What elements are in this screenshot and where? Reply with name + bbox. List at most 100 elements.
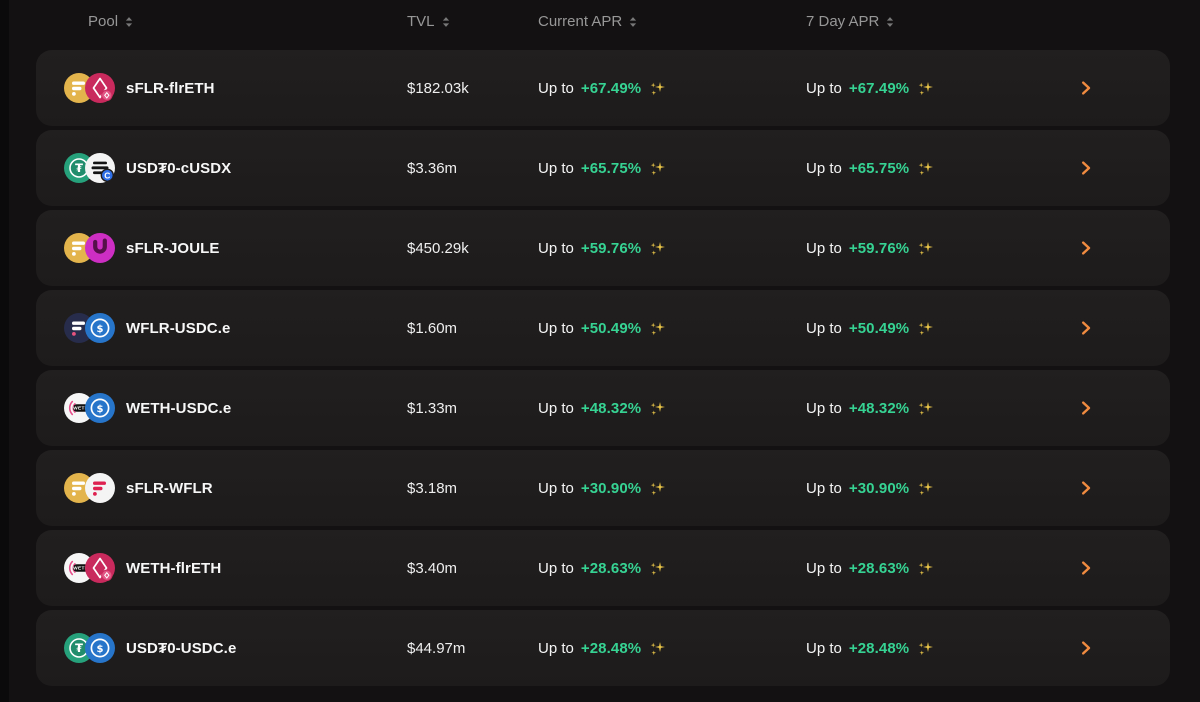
current-apr-value: +67.49% bbox=[580, 79, 642, 97]
token-pair-icons: $ bbox=[64, 313, 115, 343]
pool-pair-label: WETH-USDC.e bbox=[126, 399, 232, 417]
pool-row[interactable]: sFLR-WFLR $3.18m Up to +30.90% Up to +30… bbox=[36, 450, 1170, 526]
usdce-token-icon: $ bbox=[85, 633, 115, 663]
column-header-pool[interactable]: Pool bbox=[88, 13, 133, 30]
tvl-value: $3.40m bbox=[407, 559, 458, 577]
token-pair-icons: ₮ C bbox=[64, 153, 115, 183]
flreth-token-icon bbox=[85, 553, 115, 583]
current-apr-value: +28.63% bbox=[580, 559, 642, 577]
sparkle-icon bbox=[918, 481, 934, 495]
apr-prefix: Up to bbox=[538, 159, 574, 177]
tvl-value: $44.97m bbox=[407, 639, 466, 657]
apr-prefix: Up to bbox=[538, 319, 574, 337]
chevron-right-icon[interactable] bbox=[1078, 160, 1094, 176]
token-pair-icons bbox=[64, 73, 115, 103]
current-apr-value: +59.76% bbox=[580, 239, 642, 257]
current-apr-value: +65.75% bbox=[580, 159, 642, 177]
pool-pair-label: sFLR-JOULE bbox=[126, 239, 220, 257]
current-apr-value: +28.48% bbox=[580, 639, 642, 657]
apr-prefix: Up to bbox=[806, 399, 842, 417]
apr-prefix: Up to bbox=[538, 479, 574, 497]
token-pair-icons bbox=[64, 233, 115, 263]
seven-day-apr-value: +65.75% bbox=[848, 159, 910, 177]
pool-row[interactable]: sFLR-JOULE $450.29k Up to +59.76% Up to … bbox=[36, 210, 1170, 286]
column-header-label: 7 Day APR bbox=[806, 13, 880, 30]
apr-prefix: Up to bbox=[538, 79, 574, 97]
token-pair-icons bbox=[64, 473, 115, 503]
pool-pair-label: sFLR-flrETH bbox=[126, 79, 215, 97]
svg-text:₮: ₮ bbox=[75, 641, 83, 655]
pool-pair-label: USD₮0-USDC.e bbox=[126, 639, 237, 657]
chevron-right-icon[interactable] bbox=[1078, 320, 1094, 336]
sparkle-icon bbox=[650, 321, 666, 335]
column-header-label: Current APR bbox=[538, 13, 623, 30]
svg-text:$: $ bbox=[97, 644, 104, 655]
table-header-row: Pool TVL Current APR 7 Day APR bbox=[0, 0, 1200, 50]
pool-pair-label: USD₮0-cUSDX bbox=[126, 159, 232, 177]
svg-text:$: $ bbox=[97, 404, 104, 415]
apr-prefix: Up to bbox=[806, 239, 842, 257]
sparkle-icon bbox=[918, 161, 934, 175]
sparkle-icon bbox=[918, 401, 934, 415]
chevron-right-icon[interactable] bbox=[1078, 240, 1094, 256]
current-apr-value: +50.49% bbox=[580, 319, 642, 337]
svg-text:WETH: WETH bbox=[73, 406, 89, 412]
sort-arrows-icon bbox=[125, 16, 133, 27]
apr-prefix: Up to bbox=[806, 79, 842, 97]
token-pair-icons: WETH bbox=[64, 553, 115, 583]
chevron-right-icon[interactable] bbox=[1078, 640, 1094, 656]
seven-day-apr-value: +30.90% bbox=[848, 479, 910, 497]
table-body: sFLR-flrETH $182.03k Up to +67.49% Up to… bbox=[0, 50, 1200, 686]
sflr-token-icon bbox=[64, 473, 94, 503]
svg-text:C: C bbox=[104, 170, 110, 180]
sflr-token-icon bbox=[64, 73, 94, 103]
sparkle-icon bbox=[918, 321, 934, 335]
pool-pair-label: WFLR-USDC.e bbox=[126, 319, 231, 337]
column-header-label: Pool bbox=[88, 13, 119, 30]
token-pair-icons: WETH $ bbox=[64, 393, 115, 423]
pool-row[interactable]: $ WFLR-USDC.e $1.60m Up to +50.49% Up to… bbox=[36, 290, 1170, 366]
column-header-label: TVL bbox=[407, 13, 435, 30]
svg-text:₮: ₮ bbox=[75, 161, 83, 175]
sflr-token-icon bbox=[64, 233, 94, 263]
sparkle-icon bbox=[650, 161, 666, 175]
svg-text:$: $ bbox=[97, 324, 104, 335]
column-header-current-apr[interactable]: Current APR bbox=[538, 13, 637, 30]
apr-prefix: Up to bbox=[538, 239, 574, 257]
apr-prefix: Up to bbox=[538, 559, 574, 577]
chevron-right-icon[interactable] bbox=[1078, 80, 1094, 96]
pool-row[interactable]: sFLR-flrETH $182.03k Up to +67.49% Up to… bbox=[36, 50, 1170, 126]
tvl-value: $1.33m bbox=[407, 399, 458, 417]
current-apr-value: +30.90% bbox=[580, 479, 642, 497]
tvl-value: $3.18m bbox=[407, 479, 458, 497]
tvl-value: $450.29k bbox=[407, 239, 469, 257]
sparkle-icon bbox=[918, 81, 934, 95]
token-pair-icons: ₮ $ bbox=[64, 633, 115, 663]
sparkle-icon bbox=[650, 401, 666, 415]
chevron-right-icon[interactable] bbox=[1078, 480, 1094, 496]
sort-arrows-icon bbox=[887, 16, 894, 27]
pool-row[interactable]: WETH WETH-flrETH $3.40m Up to +28.63% Up… bbox=[36, 530, 1170, 606]
sort-arrows-icon bbox=[442, 16, 449, 27]
seven-day-apr-value: +59.76% bbox=[848, 239, 910, 257]
apr-prefix: Up to bbox=[806, 319, 842, 337]
pool-row[interactable]: ₮ C USD₮0-cUSDX $3.36m Up to +65.75% Up … bbox=[36, 130, 1170, 206]
chevron-right-icon[interactable] bbox=[1078, 400, 1094, 416]
tvl-value: $3.36m bbox=[407, 159, 458, 177]
tvl-value: $1.60m bbox=[407, 319, 458, 337]
pool-row[interactable]: ₮ $ USD₮0-USDC.e $44.97m Up to +28.48% U… bbox=[36, 610, 1170, 686]
joule-token-icon bbox=[85, 233, 115, 263]
column-header-tvl[interactable]: TVL bbox=[407, 13, 450, 30]
sparkle-icon bbox=[918, 241, 934, 255]
pool-row[interactable]: WETH $ WETH-USDC.e $1.33m Up to +48.32% … bbox=[36, 370, 1170, 446]
column-header-7day-apr[interactable]: 7 Day APR bbox=[806, 13, 894, 30]
apr-prefix: Up to bbox=[806, 559, 842, 577]
cusdx-token-icon: C bbox=[85, 153, 115, 183]
sparkle-icon bbox=[650, 241, 666, 255]
sparkle-icon bbox=[918, 561, 934, 575]
chevron-right-icon[interactable] bbox=[1078, 560, 1094, 576]
flreth-token-icon bbox=[85, 73, 115, 103]
sort-arrows-icon bbox=[630, 16, 637, 27]
wflr-token-icon bbox=[85, 473, 115, 503]
apr-prefix: Up to bbox=[538, 399, 574, 417]
